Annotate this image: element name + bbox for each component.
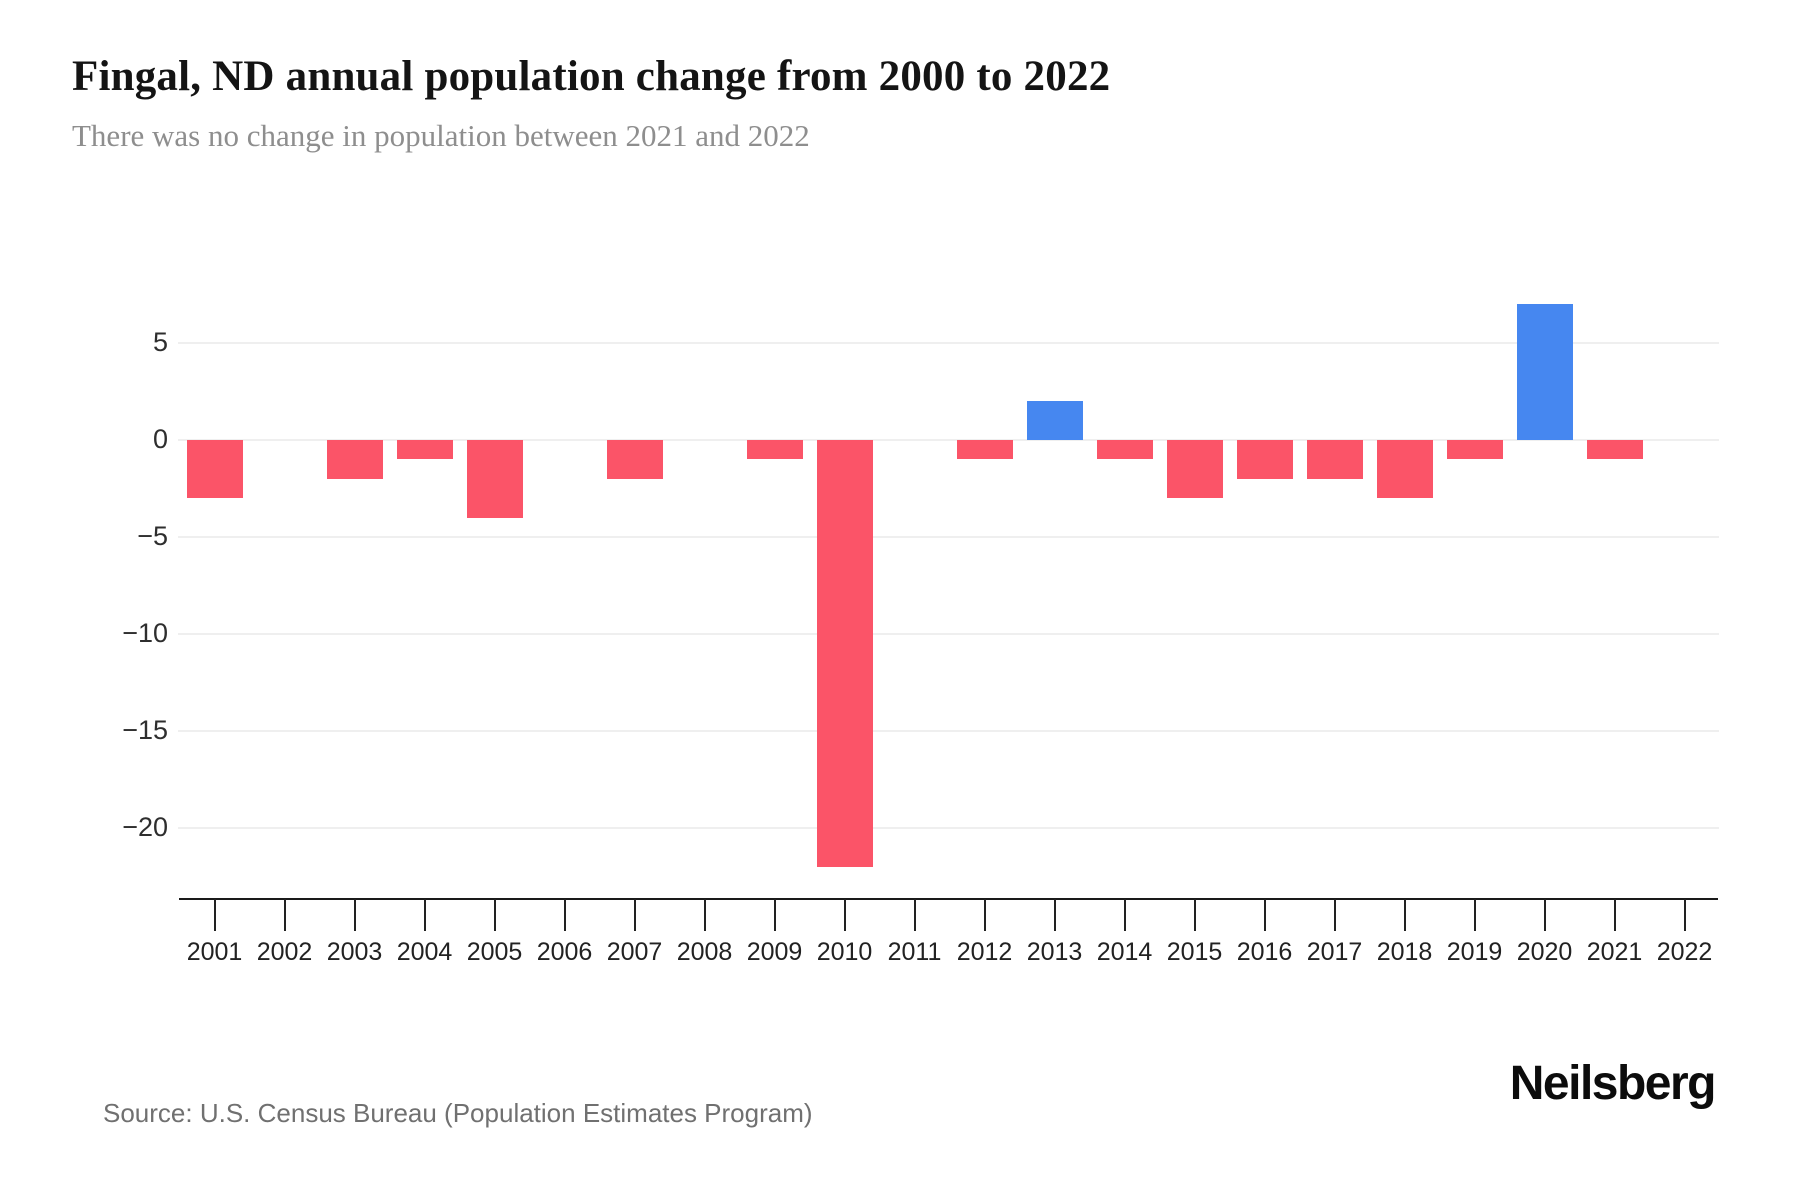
gridline-y-0 — [178, 439, 1719, 441]
x-axis-tick-2020 — [1543, 899, 1546, 931]
x-axis-label-2004: 2004 — [396, 938, 453, 966]
gridline-y--10 — [178, 633, 1719, 635]
bar-2010 — [816, 440, 873, 867]
gridline-y--15 — [178, 730, 1719, 732]
x-axis-label-2019: 2019 — [1446, 938, 1503, 966]
x-axis-tick-2001 — [213, 899, 216, 931]
x-axis-tick-2022 — [1683, 899, 1686, 931]
x-axis-label-2021: 2021 — [1586, 938, 1643, 966]
x-axis-tick-2003 — [353, 899, 356, 931]
y-axis-label--5: −5 — [137, 521, 168, 551]
x-axis-line — [179, 898, 1718, 900]
x-axis-tick-2002 — [283, 899, 286, 931]
x-axis-tick-2010 — [843, 899, 846, 931]
bar-2004 — [396, 440, 453, 460]
x-axis-label-2003: 2003 — [326, 938, 383, 966]
x-axis-tick-2017 — [1333, 899, 1336, 931]
x-axis-label-2012: 2012 — [956, 938, 1013, 966]
x-axis-tick-2015 — [1193, 899, 1196, 931]
page-subtitle: There was no change in population betwee… — [72, 118, 810, 153]
x-axis-label-2014: 2014 — [1096, 938, 1153, 966]
bar-2013 — [1026, 401, 1083, 440]
x-axis-label-2018: 2018 — [1376, 938, 1433, 966]
x-axis-tick-2006 — [563, 899, 566, 931]
x-axis-tick-2012 — [983, 899, 986, 931]
x-axis-label-2015: 2015 — [1166, 938, 1223, 966]
bar-2020 — [1516, 304, 1573, 440]
y-axis-label--10: −10 — [122, 618, 168, 648]
x-axis-label-2006: 2006 — [536, 938, 593, 966]
x-axis-label-2017: 2017 — [1306, 938, 1363, 966]
x-axis-tick-2018 — [1403, 899, 1406, 931]
x-axis-tick-2019 — [1473, 899, 1476, 931]
bar-2019 — [1446, 440, 1503, 460]
y-axis-label--20: −20 — [122, 812, 168, 842]
x-axis-label-2010: 2010 — [816, 938, 873, 966]
bar-2021 — [1586, 440, 1643, 460]
x-axis-tick-2005 — [493, 899, 496, 931]
bar-2003 — [326, 440, 383, 479]
gridline-y--5 — [178, 536, 1719, 538]
x-axis-label-2005: 2005 — [466, 938, 523, 966]
x-axis-label-2001: 2001 — [186, 938, 243, 966]
bar-2017 — [1306, 440, 1363, 479]
bar-2012 — [956, 440, 1013, 460]
x-axis-tick-2011 — [913, 899, 916, 931]
y-axis-label-0: 0 — [152, 424, 168, 454]
x-axis-label-2020: 2020 — [1516, 938, 1573, 966]
x-axis-label-2016: 2016 — [1236, 938, 1293, 966]
page-title: Fingal, ND annual population change from… — [72, 53, 1111, 100]
bar-2001 — [186, 440, 243, 499]
bar-2005 — [466, 440, 523, 518]
x-axis-label-2011: 2011 — [887, 938, 942, 966]
x-axis-tick-2004 — [423, 899, 426, 931]
x-axis-tick-2009 — [773, 899, 776, 931]
gridline-y--20 — [178, 827, 1719, 829]
gridline-y-5 — [178, 342, 1719, 344]
bar-2015 — [1166, 440, 1223, 499]
x-axis-tick-2014 — [1123, 899, 1126, 931]
bar-2009 — [746, 440, 803, 460]
bar-2016 — [1236, 440, 1293, 479]
x-axis-label-2002: 2002 — [256, 938, 313, 966]
brand-logo: Neilsberg — [1509, 1057, 1717, 1110]
x-axis-tick-2016 — [1263, 899, 1266, 931]
x-axis-tick-2021 — [1613, 899, 1616, 931]
bar-2018 — [1376, 440, 1433, 499]
x-axis-tick-2007 — [633, 899, 636, 931]
x-axis-label-2013: 2013 — [1026, 938, 1083, 966]
source-attribution: Source: U.S. Census Bureau (Population E… — [103, 1098, 813, 1128]
x-axis-label-2008: 2008 — [676, 938, 733, 966]
x-axis-label-2009: 2009 — [746, 938, 803, 966]
bar-2007 — [606, 440, 663, 479]
bar-2014 — [1096, 440, 1153, 460]
x-axis-label-2022: 2022 — [1656, 938, 1713, 966]
y-axis-label--15: −15 — [122, 715, 168, 745]
y-axis-label-5: 5 — [152, 327, 168, 357]
x-axis-tick-2013 — [1053, 899, 1056, 931]
x-axis-tick-2008 — [703, 899, 706, 931]
x-axis-label-2007: 2007 — [606, 938, 663, 966]
